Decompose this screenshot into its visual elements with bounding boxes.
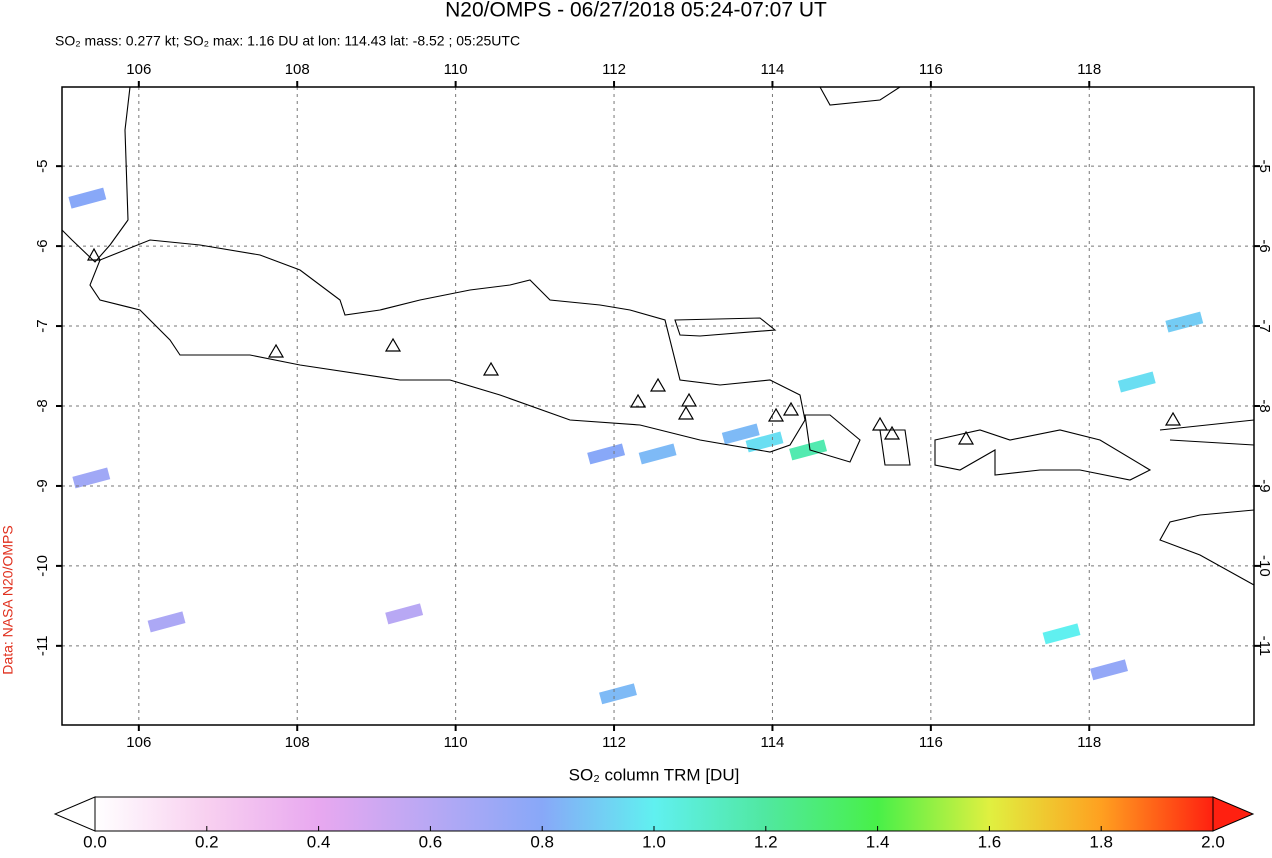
sumba — [1159, 509, 1255, 586]
so2-pixel — [1165, 311, 1204, 333]
bali — [804, 414, 861, 463]
so2-pixel — [68, 187, 107, 209]
y-tick-label: -11 — [1256, 636, 1272, 657]
x-tick-label: 112 — [602, 61, 626, 78]
x-tick-label: 110 — [444, 61, 468, 78]
x-tick-label: 106 — [126, 61, 151, 78]
colorbar-tick-label: 0.4 — [307, 832, 331, 851]
grid — [62, 87, 1254, 725]
y-tick-label: -9 — [34, 479, 51, 492]
axes: 106 106 108 108 110 110 112 112 114 114 116 116 118 1… — [34, 61, 1272, 751]
sumatra — [61, 86, 131, 263]
colorbar-high-arrow — [1212, 796, 1255, 832]
colorbar-tick-label: 0.2 — [195, 832, 219, 851]
madura — [674, 317, 777, 337]
so2-pixel — [385, 603, 424, 625]
colorbar-tick-label: 1.2 — [754, 832, 778, 851]
so2-pixel — [1117, 371, 1156, 393]
so2-pixel — [587, 443, 626, 465]
colorbar-low-arrow — [53, 796, 96, 832]
x-tick-label: 116 — [919, 61, 943, 78]
colorbar: 0.0 0.2 0.4 0.6 0.8 1.0 1.2 1.4 1.6 1.8 2.0 — [53, 796, 1255, 851]
x-tick-label: 110 — [444, 734, 468, 751]
plot-area — [61, 86, 1255, 726]
so2-pixel — [599, 683, 637, 705]
y-tick-label: -11 — [34, 636, 51, 657]
x-tick-label: 112 — [602, 734, 626, 751]
x-tick-label: 118 — [1077, 734, 1101, 751]
x-tick-label: 108 — [285, 61, 310, 78]
y-tick-label: -8 — [34, 399, 51, 412]
x-tick-label: 108 — [285, 734, 310, 751]
so2-pixel — [721, 423, 760, 445]
y-tick-label: -8 — [1256, 399, 1272, 412]
title: N20/OMPS - 06/27/2018 05:24-07:07 UT — [445, 0, 827, 22]
credit: Data: NASA N20/OMPS — [0, 525, 16, 674]
lombok — [879, 429, 911, 466]
so2-pixel — [72, 467, 111, 489]
x-tick-label: 118 — [1077, 61, 1101, 78]
y-tick-label: -5 — [1256, 159, 1272, 172]
so2-pixel — [789, 439, 828, 461]
subtitle: SO₂ mass: 0.277 kt; SO₂ max: 1.16 DU at … — [55, 33, 520, 49]
so2-pixel — [745, 431, 784, 453]
so2-pixels — [68, 187, 1204, 705]
so2-pixel — [638, 443, 677, 465]
colorbar-tick-label: 1.8 — [1089, 832, 1113, 851]
so2-pixel — [147, 611, 186, 633]
y-tick-label: -10 — [34, 555, 51, 577]
flores — [1159, 419, 1255, 446]
y-tick-label: -6 — [34, 239, 51, 252]
colorbar-tick-label: 0.0 — [83, 832, 107, 851]
volcano-markers — [86, 247, 1182, 445]
y-tick-label: -7 — [1256, 319, 1272, 332]
y-tick-label: -7 — [34, 319, 51, 332]
y-tick-label: -9 — [1256, 479, 1272, 492]
colorbar-tick-label: 1.6 — [978, 832, 1002, 851]
y-tick-label: -5 — [34, 159, 51, 172]
kalimantan — [819, 86, 901, 106]
colorbar-tick-label: 0.6 — [419, 832, 443, 851]
colorbar-tick-label: 1.0 — [642, 832, 666, 851]
x-tick-label: 114 — [760, 734, 784, 751]
y-tick-label: -10 — [1256, 555, 1272, 577]
colorbar-gradient — [94, 796, 1214, 832]
y-tick-label: -6 — [1256, 239, 1272, 252]
colorbar-tick-label: 1.4 — [866, 832, 890, 851]
colorbar-label: SO₂ column TRM [DU] — [569, 765, 740, 784]
x-tick-label: 114 — [760, 61, 784, 78]
so2-pixel — [1042, 623, 1081, 645]
x-tick-label: 106 — [126, 734, 151, 751]
colorbar-tick-label: 0.8 — [530, 832, 554, 851]
sumbawa — [934, 429, 1152, 481]
coastlines — [61, 86, 1255, 586]
so2-pixel — [1090, 659, 1128, 681]
x-tick-label: 116 — [919, 734, 943, 751]
volcanoes — [86, 247, 1182, 445]
java — [89, 239, 806, 453]
colorbar-tick-label: 2.0 — [1201, 832, 1225, 851]
